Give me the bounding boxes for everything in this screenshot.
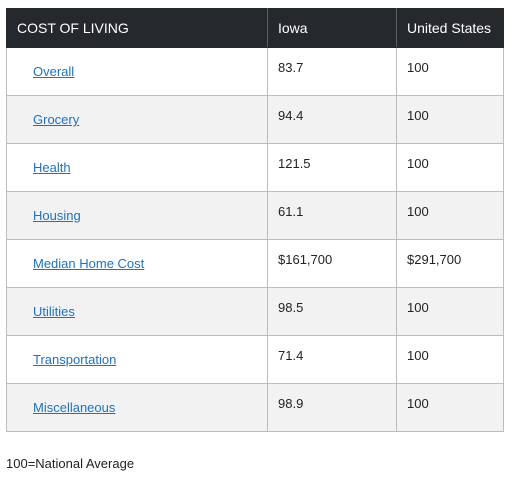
footnote: 100=National Average — [6, 456, 135, 471]
iowa-value: 94.4 — [267, 95, 397, 144]
us-value: 100 — [396, 287, 504, 336]
row-label-cell: Utilities — [6, 287, 268, 336]
us-value: 100 — [396, 335, 504, 384]
iowa-value: 83.7 — [267, 47, 397, 96]
iowa-value: $161,700 — [267, 239, 397, 288]
row-label-cell: Median Home Cost — [6, 239, 268, 288]
us-value: $291,700 — [396, 239, 504, 288]
row-label-cell: Miscellaneous — [6, 383, 268, 432]
iowa-value: 61.1 — [267, 191, 397, 240]
us-value: 100 — [396, 47, 504, 96]
us-value: 100 — [396, 143, 504, 192]
table-row: Grocery 94.4 100 — [6, 95, 504, 144]
iowa-value: 98.5 — [267, 287, 397, 336]
link-overall[interactable]: Overall — [33, 64, 75, 79]
row-label-cell: Overall — [6, 47, 268, 96]
cost-of-living-table: COST OF LIVING Iowa United States Overal… — [6, 8, 504, 432]
header-iowa: Iowa — [267, 8, 397, 48]
header-united-states: United States — [396, 8, 504, 48]
iowa-value: 121.5 — [267, 143, 397, 192]
link-health[interactable]: Health — [33, 160, 71, 175]
us-value: 100 — [396, 95, 504, 144]
link-median-home-cost[interactable]: Median Home Cost — [33, 256, 145, 271]
row-label-cell: Transportation — [6, 335, 268, 384]
link-transportation[interactable]: Transportation — [33, 352, 117, 367]
table-row: Median Home Cost $161,700 $291,700 — [6, 239, 504, 288]
table-row: Miscellaneous 98.9 100 — [6, 383, 504, 432]
table-row: Utilities 98.5 100 — [6, 287, 504, 336]
header-cost-of-living: COST OF LIVING — [6, 8, 268, 48]
row-label-cell: Grocery — [6, 95, 268, 144]
link-utilities[interactable]: Utilities — [33, 304, 75, 319]
table-header-row: COST OF LIVING Iowa United States — [6, 8, 504, 48]
table-row: Housing 61.1 100 — [6, 191, 504, 240]
us-value: 100 — [396, 383, 504, 432]
row-label-cell: Health — [6, 143, 268, 192]
row-label-cell: Housing — [6, 191, 268, 240]
table-row: Overall 83.7 100 — [6, 47, 504, 96]
iowa-value: 71.4 — [267, 335, 397, 384]
us-value: 100 — [396, 191, 504, 240]
link-grocery[interactable]: Grocery — [33, 112, 80, 127]
link-housing[interactable]: Housing — [33, 208, 81, 223]
link-miscellaneous[interactable]: Miscellaneous — [33, 400, 116, 415]
table-row: Transportation 71.4 100 — [6, 335, 504, 384]
table-row: Health 121.5 100 — [6, 143, 504, 192]
iowa-value: 98.9 — [267, 383, 397, 432]
